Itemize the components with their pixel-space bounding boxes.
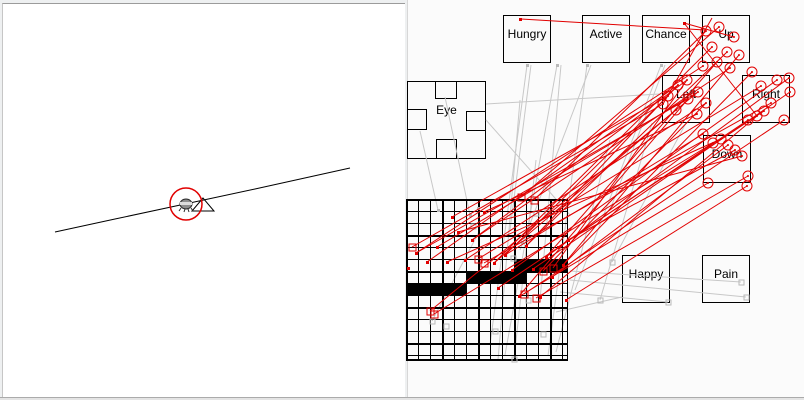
- node-box-hungry[interactable]: Hungry: [503, 15, 551, 63]
- node-label-happy: Happy: [628, 267, 664, 281]
- node-label-eye: Eye: [436, 103, 457, 117]
- eye-sensor-3: [436, 139, 457, 159]
- node-label-down: Down: [711, 147, 743, 161]
- node-box-up[interactable]: Up: [702, 15, 750, 63]
- world-view-panel[interactable]: [2, 3, 405, 397]
- node-box-down[interactable]: Down: [703, 135, 751, 183]
- node-label-hungry: Hungry: [507, 27, 547, 41]
- node-label-active: Active: [589, 27, 623, 41]
- node-label-chance: Chance: [645, 27, 687, 41]
- window-bottom-edge: [0, 397, 804, 400]
- node-box-happy[interactable]: Happy: [622, 255, 670, 303]
- node-box-left[interactable]: Left: [662, 75, 710, 123]
- node-label-left: Left: [675, 87, 696, 101]
- node-box-active[interactable]: Active: [582, 15, 630, 63]
- node-label-right: Right: [751, 87, 780, 101]
- node-label-up: Up: [718, 27, 734, 41]
- node-label-pain: Pain: [713, 267, 739, 281]
- eye-sensor-0: [435, 81, 457, 99]
- node-box-chance[interactable]: Chance: [642, 15, 690, 63]
- node-box-right[interactable]: Right: [742, 75, 790, 123]
- node-box-pain[interactable]: Pain: [702, 255, 750, 303]
